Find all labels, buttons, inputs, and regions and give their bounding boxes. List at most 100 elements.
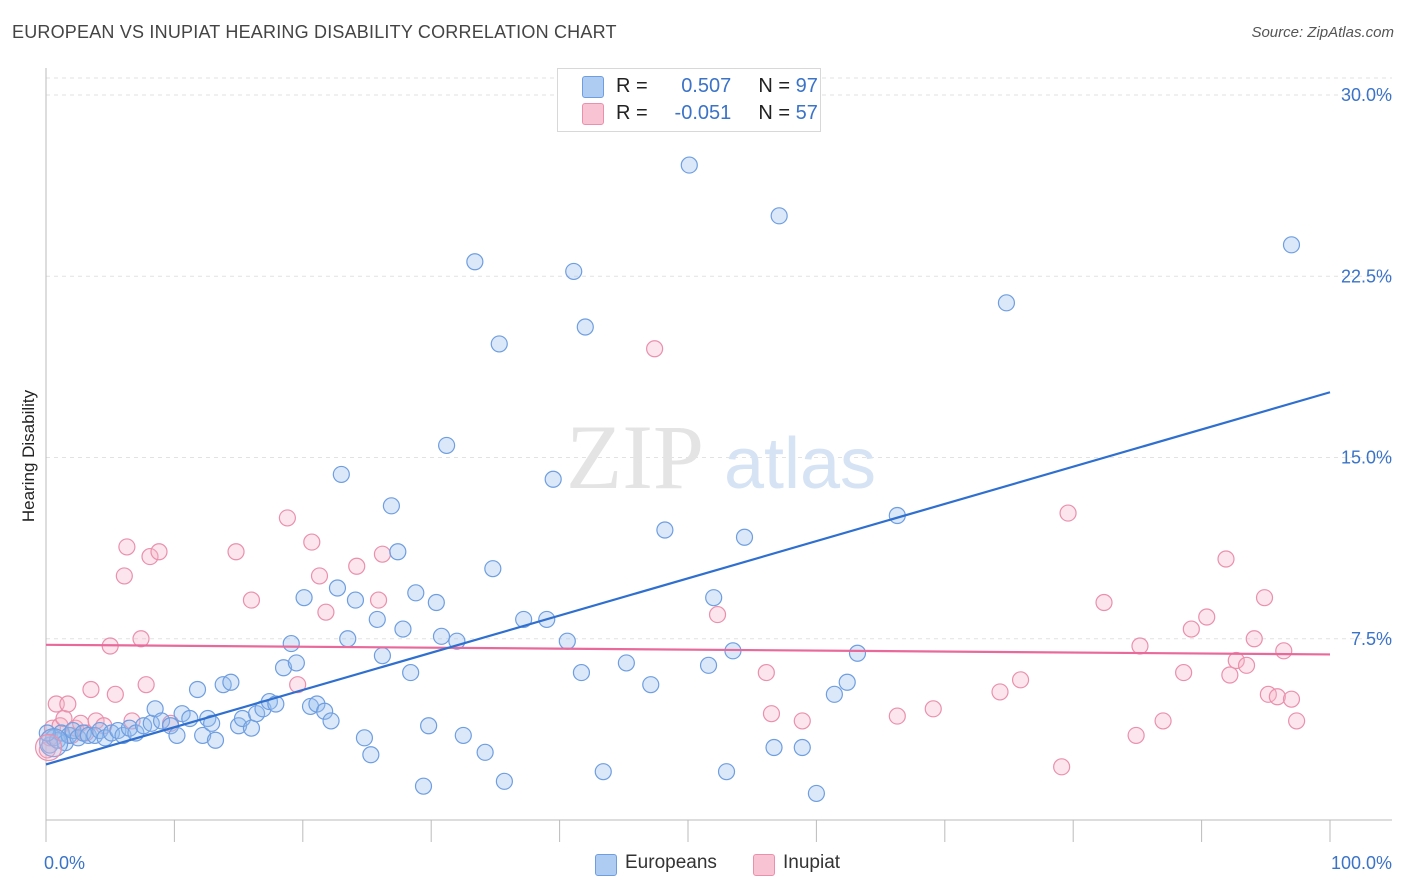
point-europeans-60 — [407, 584, 425, 602]
legend-n-label: N = — [758, 75, 791, 97]
point-inupiat-31 — [348, 557, 366, 575]
point-europeans-23 — [168, 726, 186, 745]
point-europeans-96 — [848, 644, 867, 662]
legend-label-inupiat: Inupiat — [783, 852, 841, 873]
point-inupiat-59 — [1268, 688, 1286, 706]
point-europeans-10 — [86, 726, 104, 745]
point-europeans-27 — [194, 726, 212, 745]
point-europeans-67 — [454, 726, 472, 745]
point-europeans-98 — [997, 294, 1016, 312]
source-label: Source: ZipAtlas.com — [1251, 24, 1394, 41]
point-europeans-54 — [368, 610, 386, 629]
point-europeans-79 — [576, 318, 594, 336]
legend-r-value-europeans: 0.507 — [681, 75, 732, 97]
point-europeans-87 — [717, 763, 736, 781]
point-europeans-72 — [495, 772, 513, 790]
point-inupiat-55 — [1237, 656, 1256, 674]
legend-swatch-inupiat — [753, 854, 775, 876]
legend-text-europeans: R = 0.507 N = 97 — [616, 75, 818, 98]
point-europeans-51 — [346, 591, 365, 609]
point-inupiat-52 — [1217, 550, 1235, 568]
point-europeans-99 — [1282, 236, 1301, 254]
legend-r-label: R = — [616, 75, 648, 97]
point-inupiat-48 — [1154, 712, 1172, 730]
point-inupiat-47 — [1131, 637, 1149, 655]
point-europeans-81 — [617, 654, 635, 672]
point-europeans-70 — [484, 560, 502, 578]
point-europeans-91 — [770, 207, 788, 225]
point-europeans-58 — [394, 620, 412, 638]
point-inupiat-19 — [132, 630, 150, 648]
point-europeans-56 — [382, 497, 400, 515]
point-inupiat-56 — [1245, 630, 1263, 648]
point-inupiat-42 — [1011, 671, 1030, 689]
point-europeans-62 — [420, 717, 438, 735]
point-europeans-84 — [680, 156, 698, 174]
point-europeans-cluster — [39, 728, 69, 758]
point-inupiat-40 — [924, 700, 942, 718]
point-europeans-57 — [389, 543, 407, 561]
point-inupiat-49 — [1175, 663, 1193, 682]
point-europeans-46 — [316, 702, 334, 720]
point-europeans-92 — [793, 738, 811, 757]
point-inupiat-60 — [1275, 642, 1293, 660]
legend-n-value-inupiat: 57 — [795, 102, 818, 124]
point-inupiat-34 — [646, 340, 664, 358]
point-europeans-69 — [476, 743, 494, 761]
watermark-zip: ZIP — [566, 406, 704, 508]
point-europeans-95 — [838, 673, 856, 691]
point-inupiat-25 — [242, 591, 261, 609]
point-europeans-76 — [558, 632, 576, 650]
point-inupiat-22 — [150, 543, 168, 561]
point-europeans-73 — [515, 610, 533, 629]
y-tick-label-2: 22.5% — [1341, 266, 1392, 286]
point-inupiat-29 — [310, 567, 329, 585]
trend-line-inupiat — [45, 643, 1331, 656]
point-inupiat-39 — [888, 707, 906, 725]
point-europeans-35 — [242, 719, 261, 737]
point-inupiat-36 — [757, 663, 775, 682]
point-inupiat-38 — [793, 712, 811, 730]
legend-r-value-inupiat: -0.051 — [674, 102, 732, 124]
legend-n-label: N = — [758, 102, 791, 124]
point-inupiat-6 — [59, 695, 77, 713]
point-europeans-41 — [282, 634, 300, 653]
point-inupiat-46 — [1127, 726, 1145, 745]
point-inupiat-26 — [278, 509, 296, 527]
legend-text-inupiat: R = -0.051 N = 57 — [616, 102, 818, 125]
data-points — [34, 156, 1306, 803]
y-tick-label-3: 30.0% — [1341, 85, 1392, 105]
y-tick-label-0: 7.5% — [1351, 629, 1392, 649]
point-europeans-93 — [807, 784, 826, 803]
point-europeans-75 — [544, 470, 562, 488]
point-inupiat-62 — [1282, 690, 1301, 708]
point-inupiat-43 — [1053, 758, 1071, 776]
point-inupiat-61 — [1288, 712, 1306, 730]
point-inupiat-21 — [141, 547, 159, 566]
watermark: ZIP atlas — [566, 406, 876, 508]
point-europeans-48 — [328, 579, 347, 597]
point-inupiat-28 — [303, 533, 321, 551]
point-inupiat-57 — [1255, 589, 1274, 607]
point-europeans-55 — [373, 647, 392, 665]
point-europeans-90 — [765, 738, 783, 757]
legend-n-value-europeans: 97 — [795, 75, 818, 97]
point-europeans-50 — [339, 630, 357, 648]
point-inupiat-17 — [118, 538, 136, 556]
point-inupiat-37 — [762, 705, 781, 723]
point-europeans-30 — [206, 731, 225, 749]
legend-swatch-inupiat — [582, 103, 604, 125]
point-europeans-52 — [355, 729, 374, 747]
trend-line-europeans — [45, 391, 1331, 766]
stats-legend: R = 0.507 N = 97 R = -0.051 N = 57 — [557, 68, 821, 132]
point-inupiat-11 — [82, 680, 100, 699]
point-europeans-40 — [274, 659, 293, 677]
point-europeans-59 — [402, 663, 420, 682]
point-europeans-63 — [427, 593, 445, 612]
point-europeans-26 — [188, 680, 207, 699]
point-europeans-42 — [287, 654, 305, 672]
point-inupiat-16 — [115, 567, 133, 585]
chart-title: EUROPEAN VS INUPIAT HEARING DISABILITY C… — [12, 22, 617, 42]
point-inupiat-44 — [1059, 504, 1077, 522]
